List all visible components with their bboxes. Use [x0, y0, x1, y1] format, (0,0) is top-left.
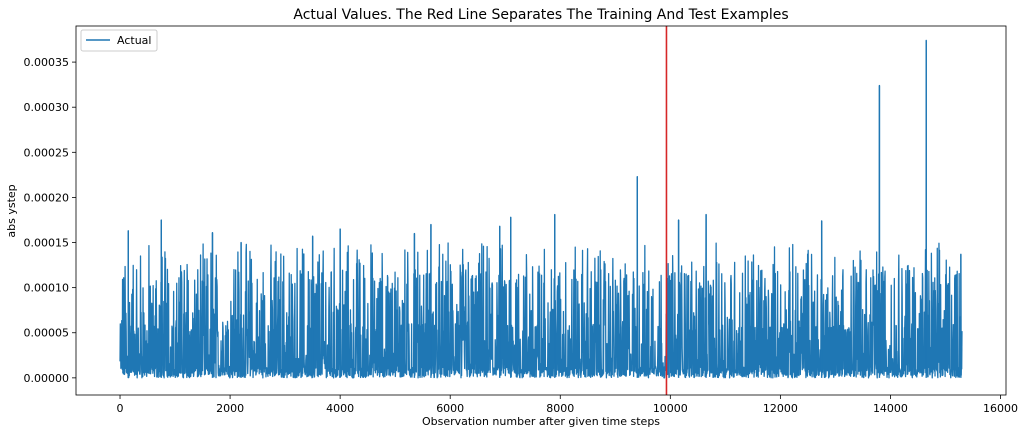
y-tick-label: 0.00005 [24, 327, 70, 340]
y-tick-label: 0.00010 [24, 282, 70, 295]
legend-box [80, 29, 158, 52]
x-tick-label: 16000 [983, 402, 1018, 415]
y-tick-label: 0.00025 [24, 146, 70, 159]
x-tick-label: 2000 [216, 402, 244, 415]
y-tick-label: 0.00015 [24, 237, 70, 250]
x-axis-label: Observation number after given time step… [422, 415, 660, 428]
x-tick-label: 6000 [436, 402, 464, 415]
x-tick-label: 8000 [546, 402, 574, 415]
y-tick-label: 0.00020 [24, 191, 70, 204]
x-tick-label: 12000 [763, 402, 798, 415]
y-tick-label: 0.00030 [24, 101, 70, 114]
plot-frame [75, 25, 1007, 396]
x-tick-label: 0 [117, 402, 124, 415]
x-tick-label: 4000 [326, 402, 354, 415]
chart-title: Actual Values. The Red Line Separates Th… [293, 7, 788, 23]
legend-label-actual: Actual [117, 34, 151, 47]
x-axis: 0 2000 4000 6000 8000 10000 12000 14000 16000 [117, 395, 1018, 415]
y-axis: 0.00000 0.00005 0.00010 0.00015 0.00020 0.000… [24, 56, 76, 385]
x-tick-label: 14000 [873, 402, 908, 415]
plot-content [119, 39, 963, 379]
y-tick-label: 0.00000 [24, 372, 70, 385]
y-axis-label: abs ystep [5, 184, 18, 237]
x-tick-label: 10000 [653, 402, 688, 415]
y-tick-label: 0.00035 [24, 56, 70, 69]
legend: Actual [80, 29, 158, 52]
